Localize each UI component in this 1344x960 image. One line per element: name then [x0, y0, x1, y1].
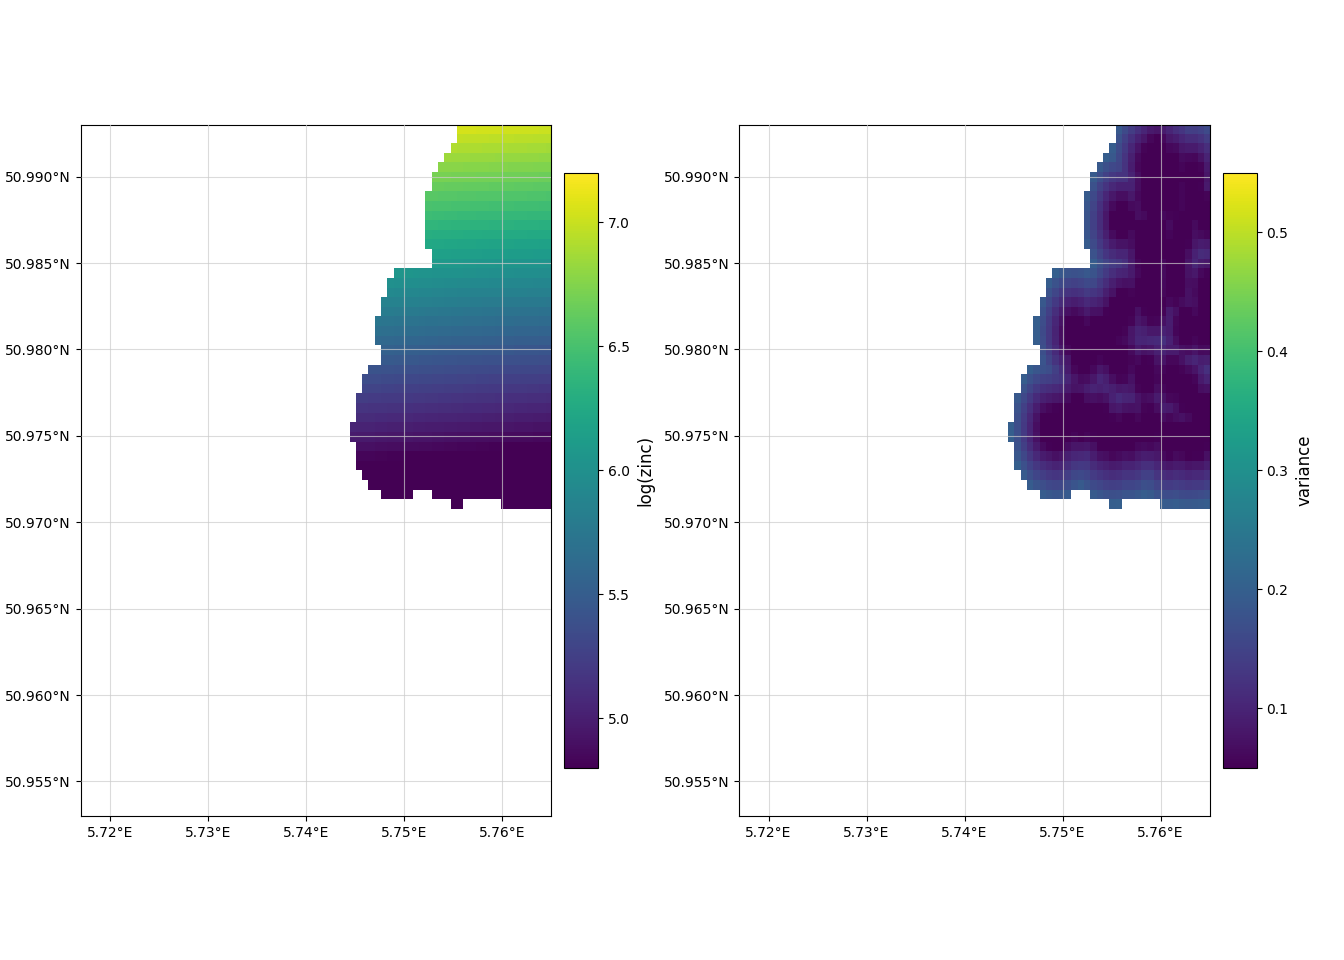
Y-axis label: log(zinc): log(zinc) [637, 435, 655, 506]
Y-axis label: variance: variance [1296, 435, 1313, 506]
